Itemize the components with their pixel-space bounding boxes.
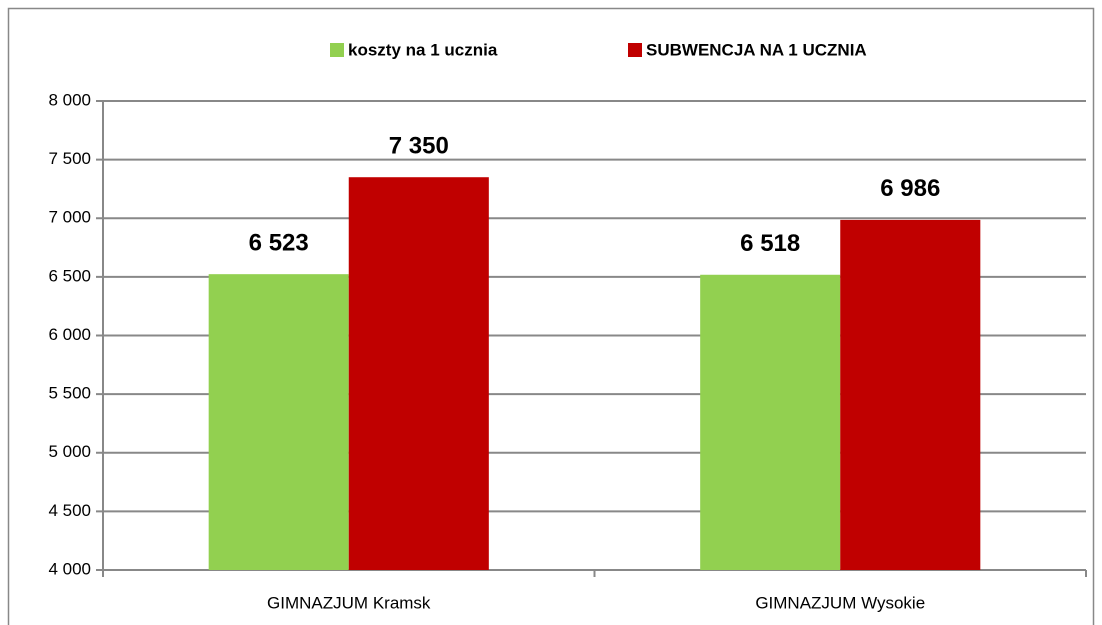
y-tick-label: 7 000 [48,208,91,227]
legend-swatch [330,43,344,57]
bar [208,274,349,570]
x-tick-label: GIMNAZJUM Wysokie [755,593,925,612]
legend-label: koszty na 1 ucznia [348,40,498,59]
y-tick-label: 6 000 [48,325,91,344]
y-tick-label: 4 000 [48,559,91,578]
bar [840,219,981,571]
y-tick-label: 7 500 [48,149,91,168]
value-label: 6 523 [249,230,309,257]
y-tick-label: 5 500 [48,384,91,403]
legend-swatch [628,43,642,57]
value-label: 7 350 [389,133,449,160]
bar [700,274,841,570]
y-tick-label: 5 000 [48,442,91,461]
legend-label: SUBWENCJA NA 1 UCZNIA [646,40,867,59]
bar [348,177,489,570]
value-label: 6 986 [880,175,940,202]
y-tick-label: 6 500 [48,266,91,285]
value-label: 6 518 [740,230,800,257]
x-tick-label: GIMNAZJUM Kramsk [267,593,431,612]
y-tick-label: 4 500 [48,501,91,520]
y-tick-label: 8 000 [48,90,91,109]
